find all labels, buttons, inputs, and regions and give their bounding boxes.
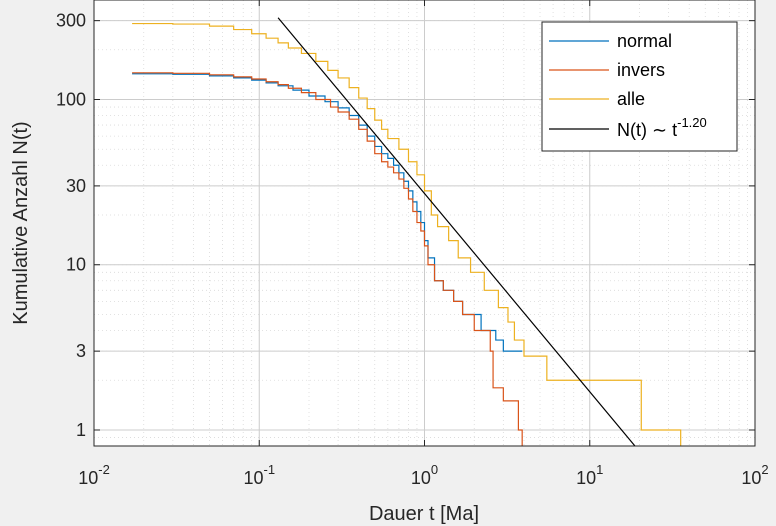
y-tick-labels: 1 3 10 30 100 300 (56, 11, 86, 440)
legend-label-alle: alle (617, 89, 645, 109)
legend: normal invers alle N(t) ∼ t-1.20 (541, 21, 738, 152)
y-axis-label: Kumulative Anzahl N(t) (10, 121, 32, 324)
y-tick-label: 300 (56, 11, 86, 31)
legend-fit-base: t (667, 120, 677, 140)
x-tick-label: 102 (741, 462, 768, 488)
legend-label-invers: invers (617, 60, 665, 80)
series-line-alle (132, 22, 682, 446)
legend-fit-sim: ∼ (652, 120, 667, 140)
x-tick-labels: 10-2 10-1 100 101 102 (78, 462, 768, 488)
legend-label-normal: normal (617, 31, 672, 51)
x-tick-label: 100 (411, 462, 438, 488)
y-tick-label: 30 (66, 176, 86, 196)
series-line-invers (132, 72, 523, 446)
legend-fit-exp: -1.20 (677, 115, 707, 130)
x-tick-label: 10-1 (243, 462, 275, 488)
legend-label-fit: N(t) ∼ t-1.20 (617, 115, 707, 140)
y-tick-label: 10 (66, 255, 86, 275)
x-tick-label: 101 (576, 462, 603, 488)
y-tick-label: 100 (56, 89, 86, 109)
legend-fit-prefix: N(t) (617, 120, 652, 140)
y-tick-label: 3 (76, 341, 86, 361)
x-axis-label: Dauer t [Ma] (369, 503, 479, 525)
x-tick-label: 10-2 (78, 462, 110, 488)
series-line-fit (277, 17, 636, 446)
series-layer (132, 17, 682, 446)
tick-marks (93, 0, 756, 446)
y-tick-label: 1 (76, 420, 86, 440)
series-group (132, 17, 682, 446)
